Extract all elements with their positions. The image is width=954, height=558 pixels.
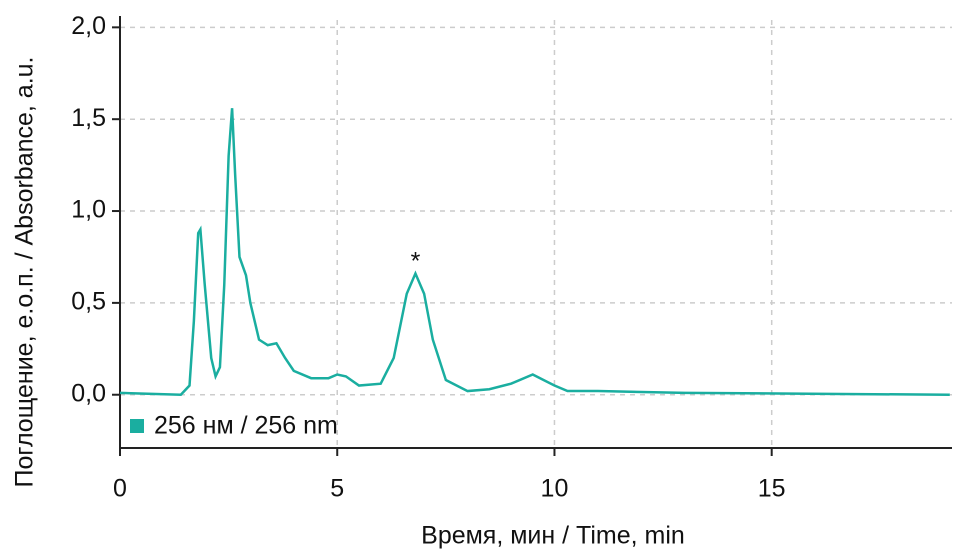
annotation: * — [411, 248, 421, 276]
y-axis-label: Поглощение, е.о.п. / Absorbance, a.u. — [11, 56, 39, 487]
data-line — [119, 108, 950, 396]
legend-label: 256 нм / 256 nm — [154, 412, 338, 440]
legend-swatch — [130, 419, 144, 433]
y-tick-label: 0,0 — [71, 379, 106, 407]
x-axis-label: Время, мин / Time, min — [421, 522, 685, 550]
x-tick-label: 10 — [541, 475, 569, 503]
x-tick-label: 15 — [758, 475, 786, 503]
x-tick-label: 5 — [330, 475, 344, 503]
y-tick-label: 1,5 — [71, 104, 106, 132]
y-tick-label: 1,0 — [71, 196, 106, 224]
y-tick-label: 0,5 — [71, 287, 106, 315]
x-tick-label: 0 — [113, 475, 127, 503]
y-tick-label: 2,0 — [71, 12, 106, 40]
